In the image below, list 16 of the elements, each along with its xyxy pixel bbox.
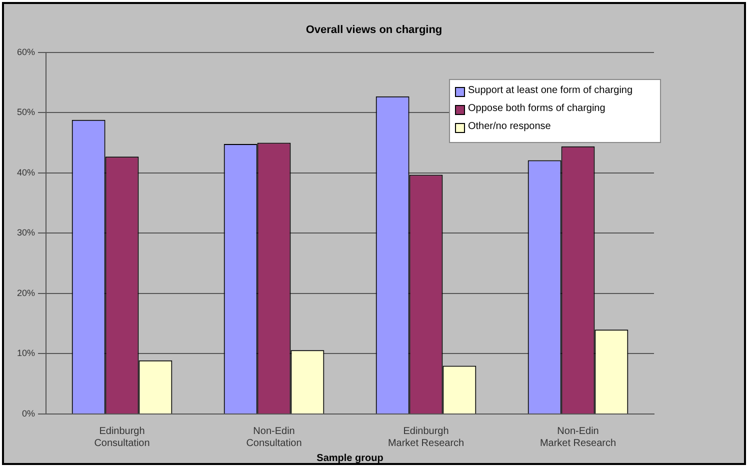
- x-tick-label: Edinburgh Consultation: [94, 426, 150, 449]
- y-tick-label: 20%: [17, 288, 36, 298]
- legend-label: Support at least one form of charging: [468, 85, 633, 97]
- legend-label: Other/no response: [468, 121, 551, 133]
- chart-title: Overall views on charging: [304, 24, 444, 36]
- x-axis-title: Sample group: [316, 452, 384, 464]
- y-tick-label: 60%: [17, 46, 36, 57]
- x-tick-label: Non-Edin Consultation: [246, 426, 302, 449]
- y-tick-label: 40%: [17, 167, 36, 178]
- x-tick-label: Non-Edin Market Research: [540, 426, 616, 449]
- x-tick-label: Edinburgh Market Research: [388, 426, 464, 449]
- y-tick-label: 10%: [17, 348, 36, 358]
- y-tick-label: 0%: [22, 408, 36, 418]
- legend-label: Oppose both forms of charging: [468, 103, 606, 115]
- y-tick-label: 50%: [17, 107, 36, 118]
- y-tick-label: 30%: [17, 228, 36, 238]
